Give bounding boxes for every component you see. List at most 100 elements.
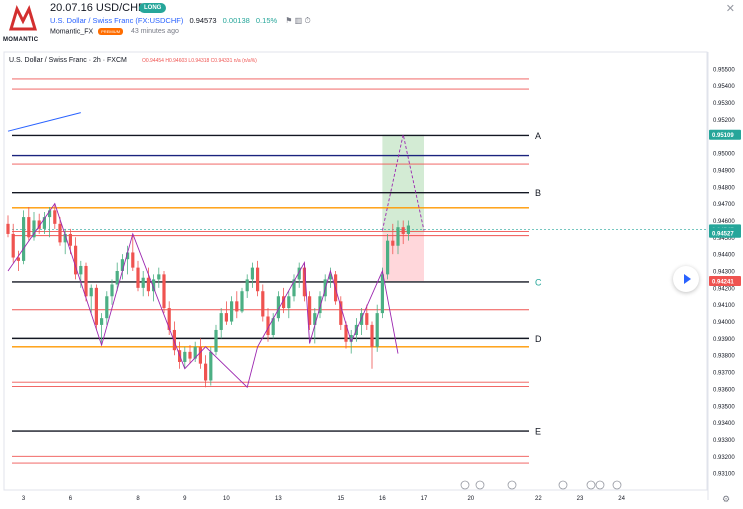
candle-body xyxy=(172,329,176,351)
candle-body xyxy=(245,279,249,292)
symbol-change: 0.00138 xyxy=(222,16,250,25)
candle-body xyxy=(146,277,150,292)
x-tick-label: 17 xyxy=(421,496,428,502)
x-tick-label: 20 xyxy=(467,496,474,502)
candle-body xyxy=(302,267,306,297)
x-tick-label: 3 xyxy=(22,496,26,502)
close-icon[interactable]: ✕ xyxy=(725,3,735,15)
symbol-change-pct: 0.15% xyxy=(255,16,278,25)
candle-body xyxy=(162,274,166,309)
candle-body xyxy=(406,225,410,234)
candle-body xyxy=(74,245,78,275)
y-tick-label: 0.94100 xyxy=(713,303,735,309)
y-tick-label: 0.94000 xyxy=(713,320,735,326)
candle-body xyxy=(308,296,312,325)
candle-body xyxy=(344,324,348,342)
x-tick-label: 13 xyxy=(275,496,282,502)
event-flag-icon xyxy=(586,480,596,490)
candle-body xyxy=(271,318,275,336)
y-tick-label: 0.95300 xyxy=(713,101,735,107)
y-tick-label: 0.93900 xyxy=(713,337,735,343)
candle-body xyxy=(115,271,119,285)
y-tick-label: 0.94900 xyxy=(713,168,735,174)
candle-body xyxy=(131,252,135,268)
replay-button[interactable] xyxy=(673,266,699,292)
y-tick-label: 0.93400 xyxy=(713,421,735,427)
candle-body xyxy=(339,301,343,325)
y-tick-label: 0.94600 xyxy=(713,219,735,225)
candle-body xyxy=(94,287,98,325)
candle-body xyxy=(224,313,228,322)
price-tag: 0.94527 xyxy=(712,231,734,237)
gear-icon[interactable]: ⚙ xyxy=(722,495,730,505)
x-tick-label: 22 xyxy=(535,496,542,502)
event-flag-icon xyxy=(460,480,470,490)
y-tick-label: 0.94800 xyxy=(713,185,735,191)
momantic-logo[interactable]: MOMANTIC xyxy=(3,3,43,43)
x-tick-label: 16 xyxy=(379,496,386,502)
candle-body xyxy=(167,308,171,330)
logo-text: MOMANTIC xyxy=(3,37,39,43)
candle-body xyxy=(214,329,218,352)
candle-body xyxy=(6,223,10,234)
level-label-a: A xyxy=(535,131,541,141)
candle-body xyxy=(32,220,36,238)
candle-body xyxy=(235,301,239,312)
candle-body xyxy=(79,265,83,275)
candle-body xyxy=(349,335,353,342)
price-tag: 0.95109 xyxy=(712,133,734,139)
logo-mark-icon xyxy=(8,4,38,31)
flag-icon[interactable]: ⚑ xyxy=(285,16,293,25)
candle-body xyxy=(287,296,291,309)
y-tick-label: 0.94300 xyxy=(713,270,735,276)
candle-body xyxy=(105,296,109,319)
candle-body xyxy=(318,296,322,314)
chart-type-icon[interactable]: ▥ xyxy=(294,16,303,25)
level-label-d: D xyxy=(535,334,542,344)
idea-title: 20.07.16 USD/CHF xyxy=(50,2,145,14)
y-tick-label: 0.93800 xyxy=(713,354,735,360)
x-tick-label: 15 xyxy=(337,496,344,502)
alert-clock-icon[interactable]: ⏱ xyxy=(304,16,311,25)
y-tick-label: 0.95000 xyxy=(713,152,735,158)
y-tick-label: 0.95500 xyxy=(713,67,735,73)
candle-body xyxy=(11,233,15,258)
publish-time: 43 minutes ago xyxy=(130,28,179,36)
candle-body xyxy=(391,240,395,246)
y-tick-label: 0.93700 xyxy=(713,371,735,377)
x-tick-label: 6 xyxy=(69,496,73,502)
y-tick-label: 0.93200 xyxy=(713,455,735,461)
premium-badge: PREMIUM xyxy=(98,28,124,35)
forecast-line xyxy=(381,134,425,231)
price-tag-bg xyxy=(709,129,741,140)
candle-body xyxy=(386,240,390,275)
candle-body xyxy=(230,301,234,322)
y-tick-label: 0.95200 xyxy=(713,118,735,124)
x-tick-label: 9 xyxy=(183,496,187,502)
candle-body xyxy=(365,313,369,325)
candle-body xyxy=(256,267,260,292)
candle-body xyxy=(48,210,52,218)
y-tick-label: 0.94700 xyxy=(713,202,735,208)
candle-body xyxy=(126,252,130,260)
candle-body xyxy=(157,274,161,280)
price-tag: 0.94241 xyxy=(712,279,734,285)
author-name[interactable]: Momantic_FX xyxy=(50,28,94,36)
play-icon xyxy=(683,274,691,284)
candle-body xyxy=(89,287,93,297)
candle-body xyxy=(37,220,41,229)
candle-body xyxy=(141,277,145,288)
candle-body xyxy=(250,267,254,280)
candle-body xyxy=(42,217,46,229)
symbol-link[interactable]: U.S. Dollar / Swiss Franc (FX:USDCHF) xyxy=(50,16,184,25)
chart-title: U.S. Dollar / Swiss Franc · 2h · FXCM xyxy=(9,57,127,64)
candle-body xyxy=(22,217,26,261)
level-label-c: C xyxy=(535,277,542,287)
level-label-e: E xyxy=(535,427,541,437)
y-tick-label: 0.93300 xyxy=(713,438,735,444)
candle-body xyxy=(188,351,192,359)
candle-body xyxy=(120,259,124,271)
long-badge: LONG xyxy=(139,3,167,13)
zigzag-line xyxy=(7,202,399,389)
